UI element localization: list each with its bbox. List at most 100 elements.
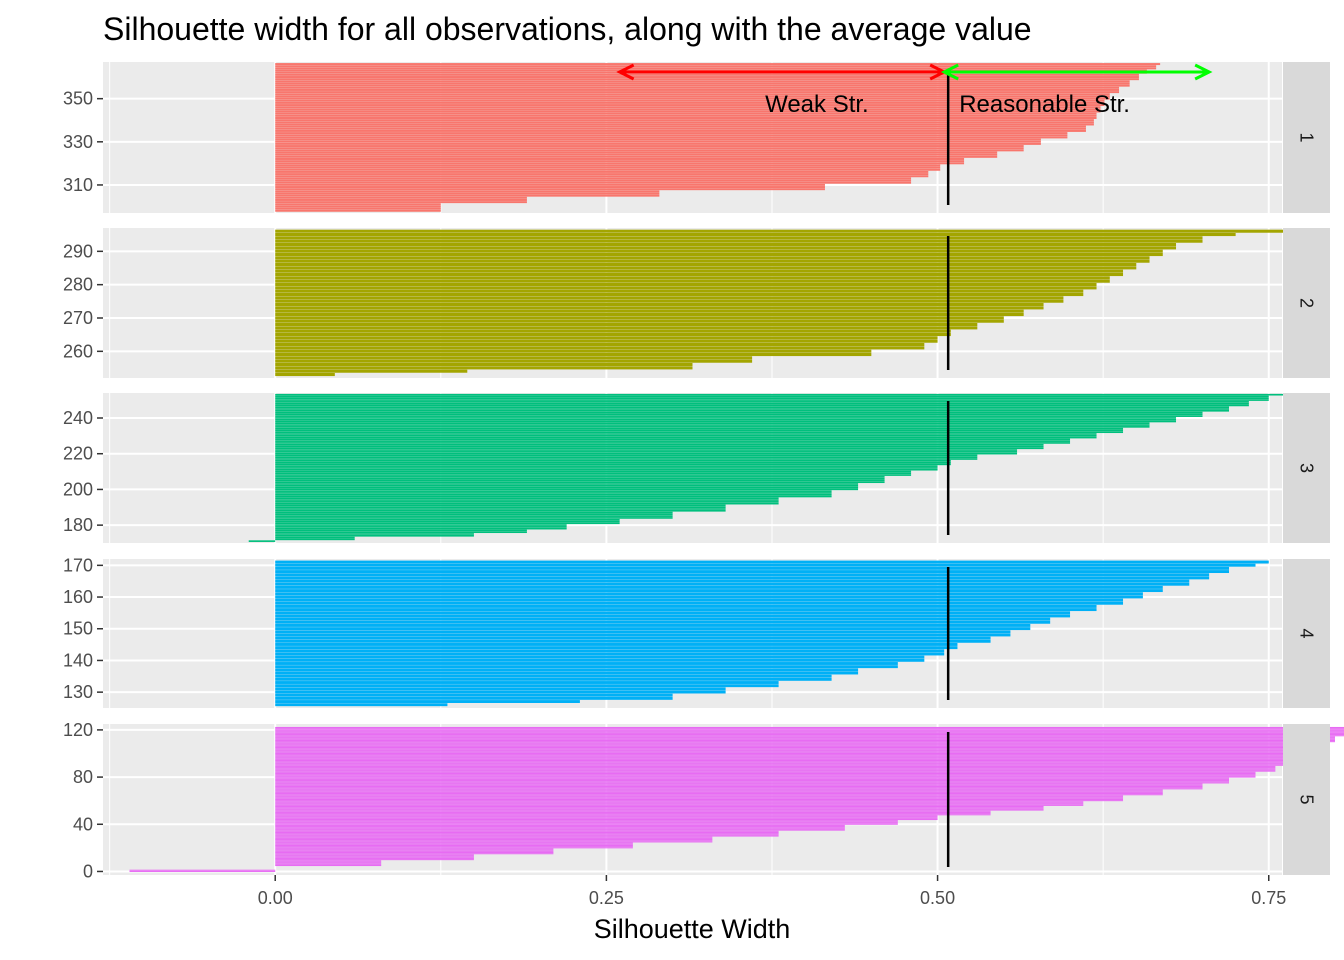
bar <box>275 239 1203 243</box>
bar <box>275 818 938 821</box>
bar <box>275 747 1322 749</box>
bar <box>275 794 1163 796</box>
bar <box>275 585 1163 589</box>
bar <box>275 303 1044 307</box>
bar-series-2 <box>275 229 1302 377</box>
bar-series-1 <box>275 63 1161 212</box>
y-tick-label: 290 <box>63 241 93 261</box>
bar <box>275 449 1018 451</box>
bar <box>275 427 1124 430</box>
annotation-reasonable: Reasonable Str. <box>940 63 1213 118</box>
bar <box>275 790 1163 792</box>
bar <box>275 652 945 656</box>
bar <box>275 802 1084 804</box>
bar <box>275 864 382 867</box>
bar <box>275 757 1302 759</box>
arrowhead <box>1194 63 1213 81</box>
bar <box>275 434 1097 437</box>
bar <box>275 445 1044 448</box>
bar <box>275 623 1031 627</box>
bar <box>275 630 1011 634</box>
bar <box>275 736 1335 738</box>
bar <box>275 620 1051 624</box>
bar <box>275 754 1302 756</box>
bar <box>275 424 1150 426</box>
bar <box>275 299 1064 303</box>
bar <box>275 662 898 665</box>
bar <box>275 810 991 812</box>
bar <box>275 157 965 160</box>
bar <box>275 668 859 672</box>
bar <box>275 518 620 521</box>
bar <box>275 366 693 370</box>
bar <box>275 497 779 500</box>
bar <box>275 417 1177 419</box>
bar <box>275 807 1044 809</box>
bar <box>275 809 1044 811</box>
bar <box>275 420 1177 423</box>
facet-strip <box>1283 393 1330 543</box>
bar <box>275 499 779 501</box>
bar <box>275 589 1163 593</box>
bar <box>275 502 779 505</box>
bar <box>275 856 474 858</box>
facet-strip-label: 2 <box>1297 298 1317 308</box>
bar <box>275 821 898 823</box>
bar <box>275 236 1203 240</box>
bar <box>275 674 832 678</box>
bar <box>275 529 527 532</box>
y-tick-label: 120 <box>63 720 93 740</box>
bar <box>275 309 1024 313</box>
bar <box>275 839 713 841</box>
bar <box>275 134 1068 137</box>
bar <box>275 784 1203 786</box>
bar <box>275 863 382 865</box>
bar <box>275 293 1084 297</box>
bar <box>275 536 355 539</box>
bar <box>275 728 1344 730</box>
bar <box>275 844 633 847</box>
bar <box>129 869 276 871</box>
bar <box>275 256 1150 260</box>
bar <box>275 269 1124 273</box>
bar <box>275 840 713 842</box>
bar <box>275 65 1157 68</box>
bar <box>275 413 1203 416</box>
bar <box>275 816 938 818</box>
bar <box>275 346 925 350</box>
y-tick-label: 220 <box>63 444 93 464</box>
bar <box>275 188 825 191</box>
bar <box>275 306 1044 310</box>
bar <box>275 145 1024 148</box>
bar <box>275 495 832 498</box>
bar <box>275 253 1163 257</box>
bar <box>275 696 673 700</box>
y-tick-label: 260 <box>63 341 93 361</box>
bar <box>275 566 1230 570</box>
facet-strip-label: 3 <box>1297 463 1317 473</box>
bar <box>275 813 991 815</box>
bar <box>275 681 779 684</box>
bar <box>275 112 1097 115</box>
bar <box>275 751 1309 753</box>
bar <box>275 123 1094 126</box>
bar <box>275 767 1276 769</box>
facet-strip-label: 5 <box>1297 794 1317 804</box>
bar <box>275 474 912 476</box>
x-tick-label: 0.50 <box>920 888 955 908</box>
bar <box>275 764 1289 766</box>
y-tick-label: 200 <box>63 479 93 499</box>
facet-strip <box>1283 228 1330 378</box>
bar <box>275 834 779 836</box>
bar <box>275 745 1322 747</box>
bar <box>275 438 1071 441</box>
bar <box>275 203 441 206</box>
bar <box>275 76 1139 79</box>
bar <box>275 273 1124 277</box>
bar <box>275 333 951 337</box>
x-tick-label: 0.00 <box>258 888 293 908</box>
bar <box>275 522 620 525</box>
bar <box>275 617 1051 621</box>
bar <box>275 93 1110 96</box>
bar <box>275 748 1309 750</box>
